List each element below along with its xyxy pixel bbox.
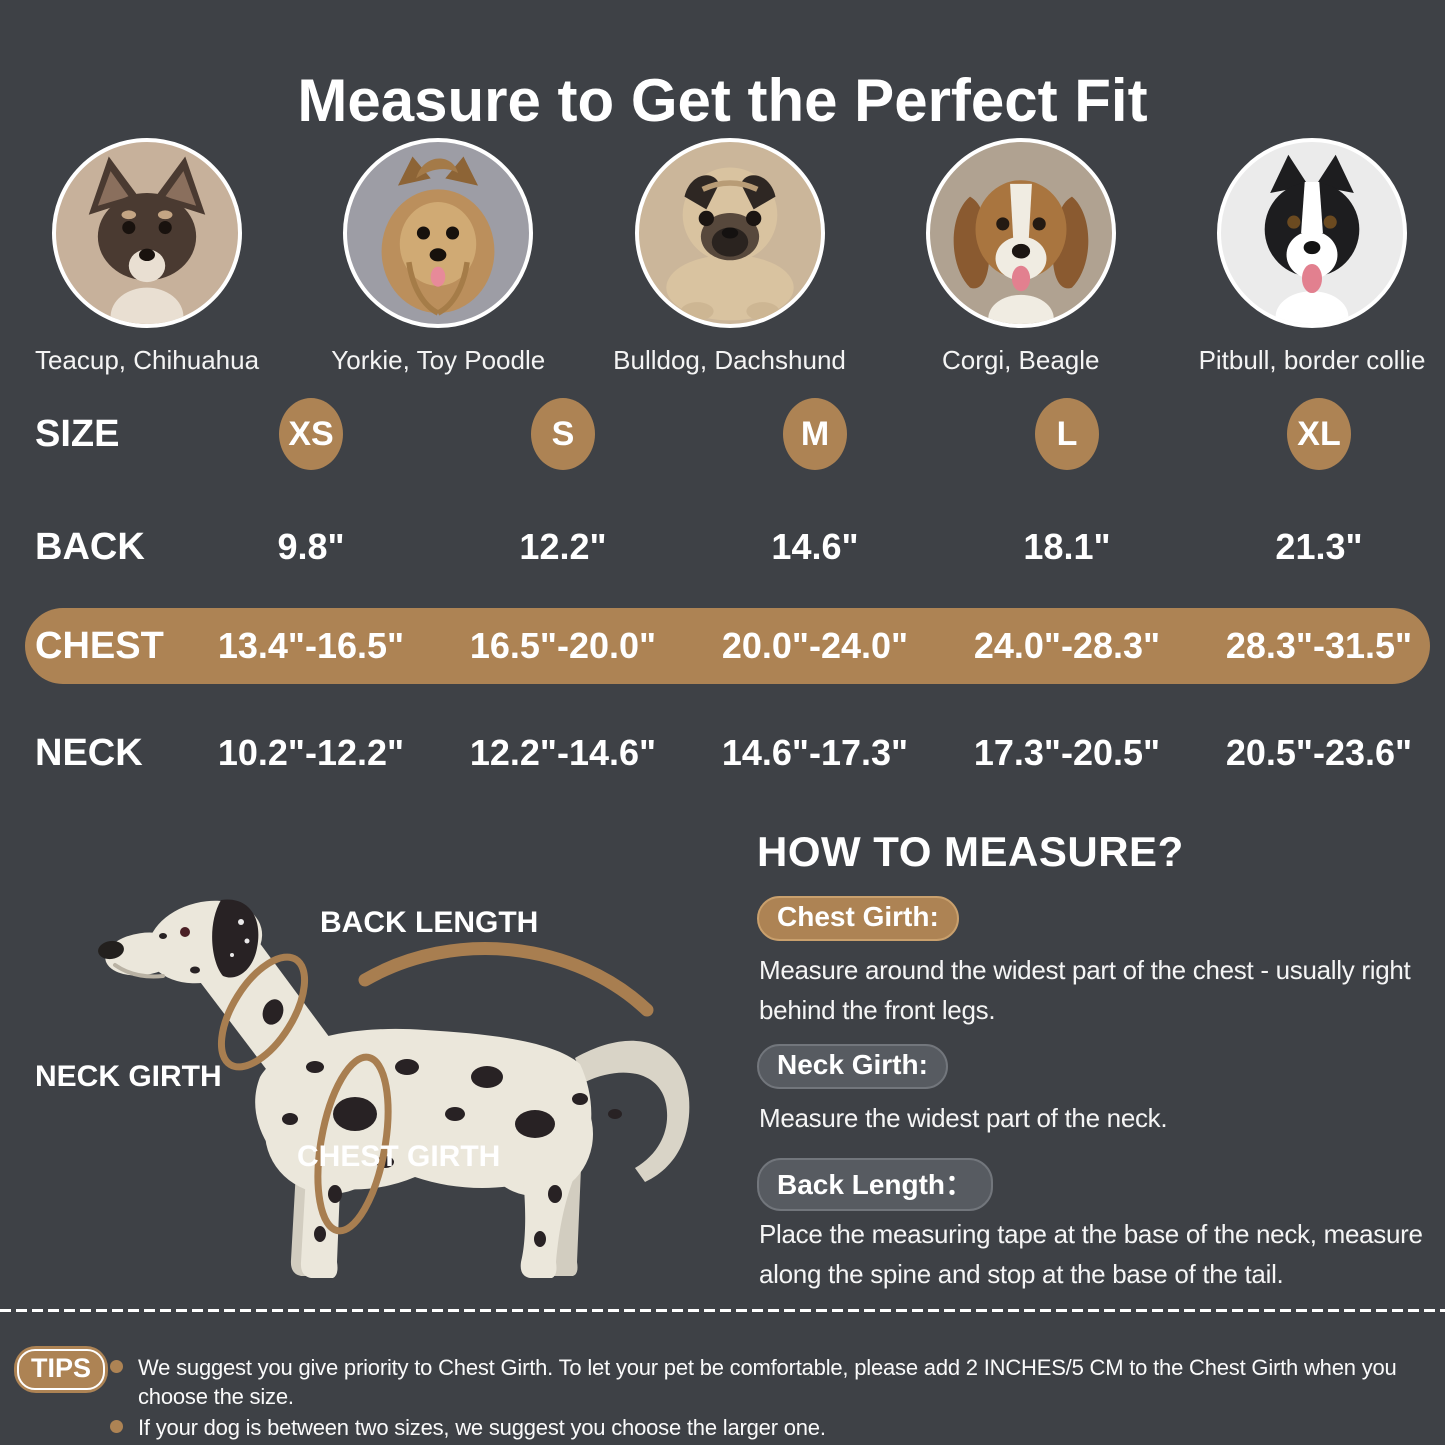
- breed-column-xl: Pitbull, border collie: [1199, 138, 1425, 376]
- back-length-text: Place the measuring tape at the base of …: [759, 1219, 1423, 1290]
- how-to-measure-title: HOW TO MEASURE?: [757, 828, 1184, 875]
- breed-label: Yorkie, Toy Poodle: [331, 345, 546, 375]
- pug-illustration: [665, 167, 794, 321]
- chest-girth-pill: Chest Girth:: [757, 896, 959, 941]
- back-value: 18.1": [1023, 526, 1111, 567]
- size-badge-m: M: [783, 398, 847, 470]
- size-row-label: SIZE: [35, 412, 120, 455]
- neck-row: NECK 10.2"-12.2" 12.2"-14.6" 14.6"-17.3"…: [0, 715, 1445, 791]
- beagle-illustration: [953, 180, 1089, 324]
- beagle-photo: [925, 138, 1116, 328]
- border-collie-photo: [1217, 138, 1407, 328]
- chest-girth-text: Measure around the widest part of the ch…: [759, 955, 1411, 1026]
- breed-photos-row: Teacup, Chihuahua Yorkie, Toy Poodle: [35, 138, 1425, 376]
- chihuahua-illustration: [88, 156, 206, 324]
- dalmatian-illustration: [98, 899, 690, 1278]
- page-title: Measure to Get the Perfect Fit: [297, 67, 1148, 135]
- neck-girth-text: Measure the widest part of the neck.: [759, 1103, 1168, 1133]
- neck-row-label: NECK: [35, 731, 143, 774]
- breed-label: Pitbull, border collie: [1198, 345, 1426, 375]
- size-row: SIZE XS S M L XL: [0, 396, 1445, 472]
- tip-text: If your dog is between two sizes, we sug…: [138, 1415, 826, 1440]
- neck-row-cells: 10.2"-12.2" 12.2"-14.6" 14.6"-17.3" 17.3…: [185, 715, 1445, 791]
- chest-girth-label: CHEST GIRTH: [297, 1140, 501, 1173]
- yorkie-illustration: [381, 156, 495, 316]
- chest-row-cells: 13.4"-16.5" 16.5"-20.0" 20.0"-24.0" 24.0…: [185, 608, 1445, 684]
- chest-value: 20.0"-24.0": [721, 625, 909, 666]
- size-cell: L: [941, 396, 1193, 472]
- chest-value: 28.3"-31.5": [1225, 625, 1413, 666]
- size-cell: M: [689, 396, 941, 472]
- neck-value: 10.2"-12.2": [217, 732, 405, 773]
- back-value: 9.8": [277, 526, 345, 567]
- tips-badge: TIPS: [14, 1346, 109, 1393]
- chest-row-highlight: [25, 608, 1430, 684]
- breed-column-m: Bulldog, Dachshund: [613, 138, 846, 376]
- tip-text: We suggest you give priority to Chest Gi…: [138, 1355, 1397, 1410]
- back-length-pill: Back Length：: [757, 1158, 994, 1211]
- size-cell: XL: [1193, 396, 1445, 472]
- size-cell: S: [437, 396, 689, 472]
- chihuahua-photo: [52, 138, 242, 328]
- size-cell: XS: [185, 396, 437, 472]
- border-collie-illustration: [1264, 154, 1360, 324]
- back-value: 12.2": [519, 526, 607, 567]
- chest-row-label: CHEST: [35, 624, 164, 667]
- neck-girth-pill: Neck Girth:: [757, 1044, 948, 1089]
- neck-value: 12.2"-14.6": [469, 732, 657, 773]
- tip-item: If your dog is between two sizes, we sug…: [110, 1413, 1421, 1442]
- size-row-cells: XS S M L XL: [185, 396, 1445, 472]
- back-row-cells: 9.8" 12.2" 14.6" 18.1" 21.3": [185, 509, 1445, 585]
- size-badge-l: L: [1035, 398, 1099, 470]
- size-badge-xs: XS: [279, 398, 343, 470]
- neck-value: 20.5"-23.6": [1225, 732, 1413, 773]
- back-length-label: BACK LENGTH: [320, 906, 539, 939]
- size-badge-s: S: [531, 398, 595, 470]
- breed-label: Corgi, Beagle: [941, 345, 1100, 375]
- tips-badge-label: TIPS: [17, 1349, 106, 1390]
- chest-value: 24.0"-28.3": [973, 625, 1161, 666]
- yorkie-photo: [343, 138, 534, 328]
- back-row: BACK 9.8" 12.2" 14.6" 18.1" 21.3": [0, 509, 1445, 585]
- breed-column-xs: Teacup, Chihuahua: [35, 138, 259, 376]
- back-row-label: BACK: [35, 525, 145, 568]
- breed-column-s: Yorkie, Toy Poodle: [331, 138, 545, 376]
- chest-value: 16.5"-20.0": [469, 625, 657, 666]
- size-badge-xl: XL: [1287, 398, 1351, 470]
- how-to-measure-section: HOW TO MEASURE? Chest Girth: Measure aro…: [757, 828, 1437, 1298]
- bullet-dot-icon: [110, 1360, 123, 1373]
- neck-value: 17.3"-20.5": [973, 732, 1161, 773]
- dashed-divider: [0, 1309, 1445, 1312]
- measurement-diagram: BACK LENGTH NECK GIRTH CHEST GIRTH: [35, 862, 715, 1292]
- back-value: 14.6": [771, 526, 859, 567]
- bullet-dot-icon: [110, 1420, 123, 1433]
- pug-photo: [634, 138, 825, 328]
- back-value: 21.3": [1275, 526, 1363, 567]
- chest-value: 13.4"-16.5": [217, 625, 405, 666]
- neck-girth-label: NECK GIRTH: [35, 1060, 222, 1093]
- tip-item: We suggest you give priority to Chest Gi…: [110, 1353, 1421, 1411]
- neck-value: 14.6"-17.3": [721, 732, 909, 773]
- breed-column-l: Corgi, Beagle: [925, 138, 1116, 376]
- chest-row: CHEST 13.4"-16.5" 16.5"-20.0" 20.0"-24.0…: [0, 608, 1445, 684]
- breed-label: Bulldog, Dachshund: [613, 345, 846, 375]
- breed-label: Teacup, Chihuahua: [34, 345, 260, 375]
